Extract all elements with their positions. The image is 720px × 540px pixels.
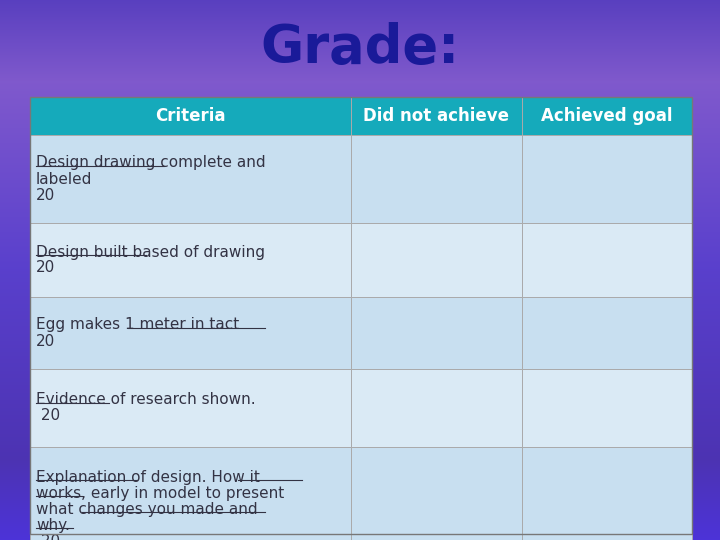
Bar	[522, 97, 692, 135]
Text: Explanation of design. How it: Explanation of design. How it	[36, 470, 260, 485]
Text: Achieved goal: Achieved goal	[541, 107, 672, 125]
Text: Did not achieve: Did not achieve	[364, 107, 510, 125]
Text: 20: 20	[36, 534, 60, 540]
Text: 20: 20	[36, 408, 60, 423]
Bar	[351, 223, 522, 297]
Bar	[351, 97, 522, 135]
Bar	[30, 369, 351, 447]
Text: Evidence of research shown.: Evidence of research shown.	[36, 393, 256, 408]
Bar	[522, 297, 692, 369]
Bar	[351, 369, 522, 447]
Text: 20: 20	[36, 334, 55, 348]
Text: why.: why.	[36, 518, 70, 533]
Bar	[522, 447, 692, 540]
Bar	[30, 297, 351, 369]
Text: Design drawing complete and: Design drawing complete and	[36, 156, 266, 171]
Bar	[522, 369, 692, 447]
Bar	[522, 223, 692, 297]
Bar	[522, 135, 692, 223]
Text: 20: 20	[36, 260, 55, 275]
Bar	[30, 97, 692, 534]
Bar	[30, 447, 351, 540]
Text: works, early in model to present: works, early in model to present	[36, 486, 284, 501]
Text: 20: 20	[36, 187, 55, 202]
Text: Egg makes 1 meter in tact: Egg makes 1 meter in tact	[36, 318, 239, 333]
Text: Design built based of drawing: Design built based of drawing	[36, 245, 265, 260]
Text: Criteria: Criteria	[156, 107, 226, 125]
Bar	[30, 223, 351, 297]
Bar	[30, 97, 351, 135]
Bar	[351, 135, 522, 223]
Bar	[351, 297, 522, 369]
Bar	[351, 447, 522, 540]
Text: Grade:: Grade:	[261, 22, 459, 74]
Bar	[30, 135, 351, 223]
Text: labeled: labeled	[36, 172, 92, 186]
Text: what changes you made and: what changes you made and	[36, 502, 258, 517]
